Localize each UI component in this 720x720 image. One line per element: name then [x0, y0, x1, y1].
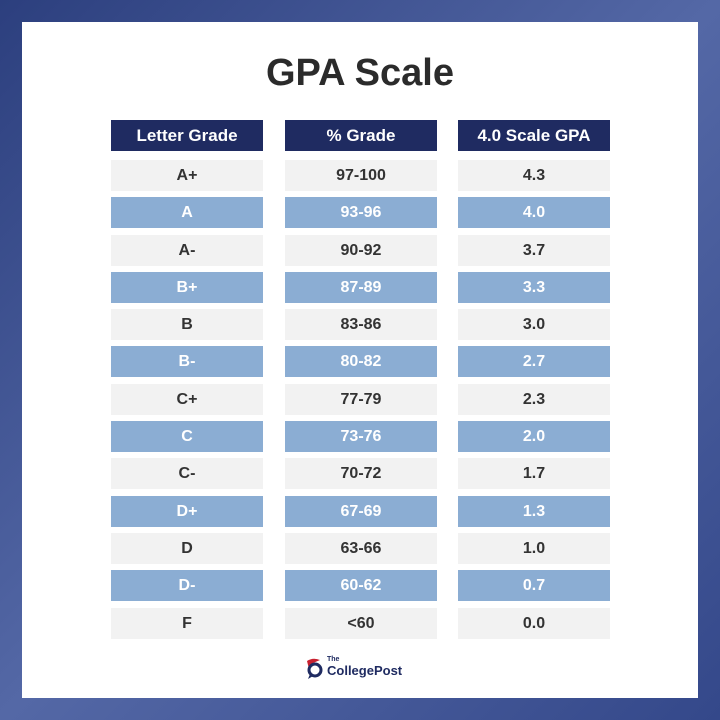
table-cell: C+ — [111, 383, 263, 415]
collegepost-logo: The CollegePost — [304, 656, 402, 679]
table-cell: D — [111, 532, 263, 564]
column-percent-grade: % Grade 97-100 93-96 90-92 87-89 83-86 80-82 7… — [285, 120, 437, 645]
table-cell: 1.0 — [458, 532, 610, 564]
table-cell: A- — [111, 234, 263, 266]
table-cell: 4.3 — [458, 160, 610, 191]
table-cell: 3.3 — [458, 271, 610, 303]
table-cell: A — [111, 197, 263, 229]
table-cell: 87-89 — [285, 271, 437, 303]
table-cell: 60-62 — [285, 570, 437, 602]
logo-icon — [307, 658, 323, 679]
table-cell: D+ — [111, 495, 263, 527]
table-cell: 3.7 — [458, 234, 610, 266]
table-cell: 1.7 — [458, 458, 610, 490]
table-cell: 67-69 — [285, 495, 437, 527]
page-title: GPA Scale — [266, 52, 454, 94]
table-cell: 1.3 — [458, 495, 610, 527]
table-cell: 73-76 — [285, 421, 437, 453]
table-cell: B — [111, 309, 263, 341]
table-cell: D- — [111, 570, 263, 602]
table-cell: 93-96 — [285, 197, 437, 229]
table-cell: 2.7 — [458, 346, 610, 378]
table-cell: 2.3 — [458, 383, 610, 415]
table-cell: 77-79 — [285, 383, 437, 415]
table-cell: <60 — [285, 607, 437, 639]
table-cell: 0.0 — [458, 607, 610, 639]
table-cell: 63-66 — [285, 532, 437, 564]
logo-the: The — [327, 656, 340, 663]
table-cell: 80-82 — [285, 346, 437, 378]
column-letter-grade: Letter Grade A+ A A- B+ B B- C+ C C- D+ D D- F — [111, 120, 263, 645]
table-cell: C- — [111, 458, 263, 490]
column-gpa: 4.0 Scale GPA 4.3 4.0 3.7 3.3 3.0 2.7 2.3 2.0 1.… — [458, 120, 610, 645]
table-cell: C — [111, 421, 263, 453]
table-cell: A+ — [111, 160, 263, 191]
header-percent-grade: % Grade — [285, 120, 437, 151]
table-cell: 4.0 — [458, 197, 610, 229]
header-letter-grade: Letter Grade — [111, 120, 263, 151]
table-cell: 2.0 — [458, 421, 610, 453]
table-cell: 83-86 — [285, 309, 437, 341]
table-cell: B+ — [111, 271, 263, 303]
table-cell: 0.7 — [458, 570, 610, 602]
table-cell: B- — [111, 346, 263, 378]
logo-name: CollegePost — [327, 663, 403, 678]
table-cell: 97-100 — [285, 160, 437, 191]
table-cell: 90-92 — [285, 234, 437, 266]
header-gpa: 4.0 Scale GPA — [458, 120, 610, 151]
table-cell: 3.0 — [458, 309, 610, 341]
table-cell: F — [111, 607, 263, 639]
table-cell: 70-72 — [285, 458, 437, 490]
